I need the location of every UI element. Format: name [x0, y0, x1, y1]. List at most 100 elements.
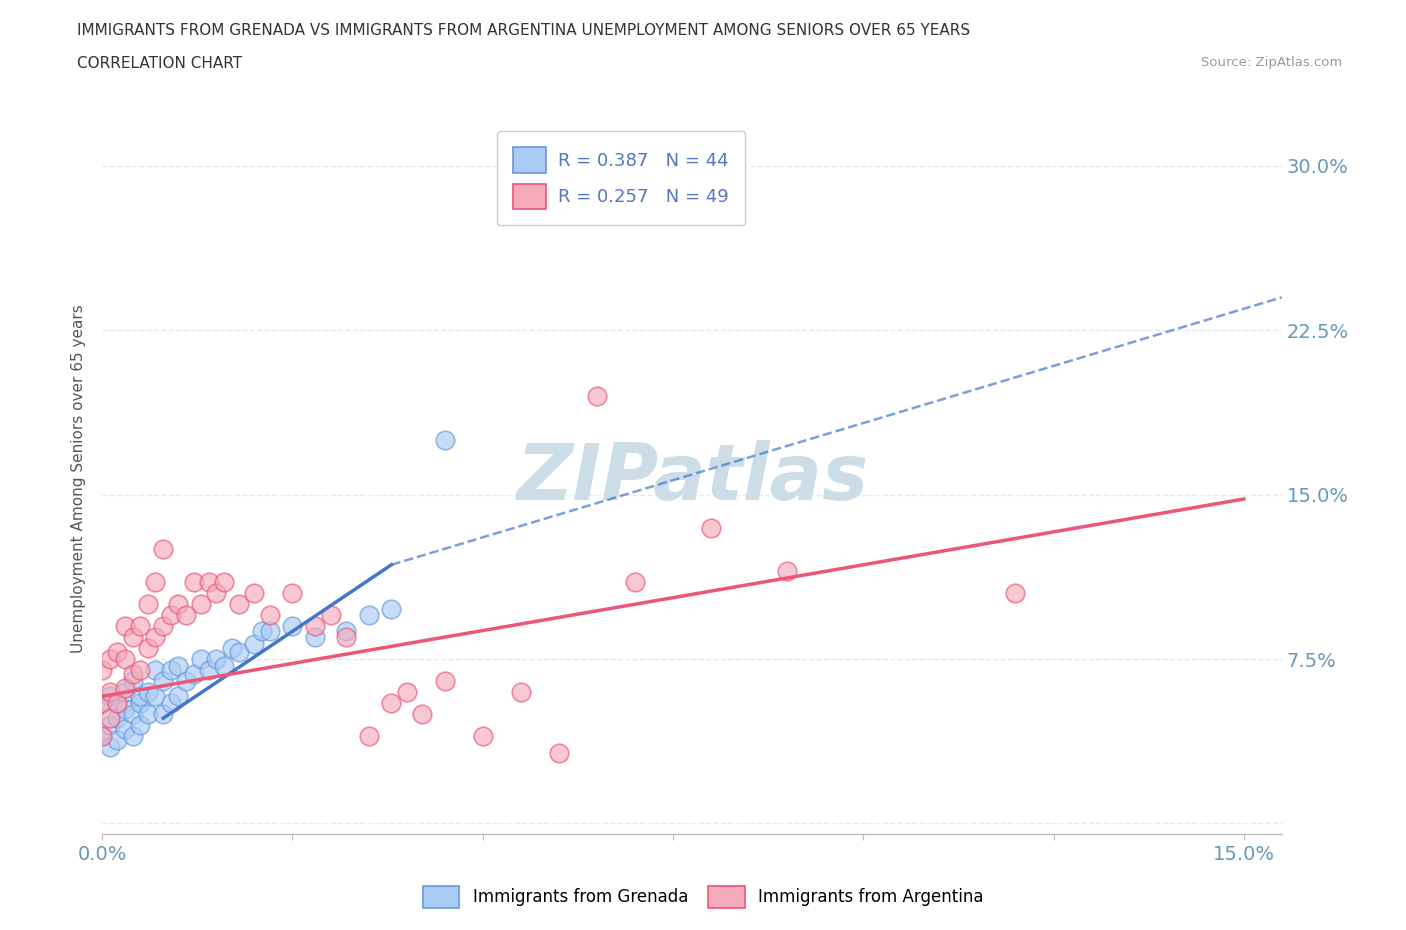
Point — [145, 630, 167, 644]
Text: Source: ZipAtlas.com: Source: ZipAtlas.com — [1202, 56, 1343, 69]
Point — [433, 673, 456, 688]
Point — [197, 575, 219, 590]
Point — [471, 728, 494, 743]
Point — [98, 689, 121, 704]
Point — [304, 630, 326, 644]
Point — [121, 667, 143, 682]
Point — [136, 597, 159, 612]
Point — [107, 733, 129, 748]
Point — [281, 618, 304, 633]
Point — [98, 739, 121, 754]
Point — [183, 667, 205, 682]
Point — [107, 711, 129, 725]
Point — [91, 728, 114, 743]
Point — [98, 684, 121, 699]
Point — [91, 696, 114, 711]
Point — [205, 586, 228, 601]
Point — [98, 652, 121, 667]
Point — [107, 645, 129, 660]
Point — [121, 728, 143, 743]
Point — [129, 689, 152, 704]
Point — [136, 641, 159, 656]
Point — [145, 575, 167, 590]
Point — [190, 597, 212, 612]
Point — [114, 680, 136, 695]
Point — [250, 623, 273, 638]
Point — [167, 658, 190, 673]
Point — [152, 542, 174, 557]
Point — [114, 652, 136, 667]
Point — [335, 623, 357, 638]
Point — [357, 608, 380, 623]
Text: ZIPatlas: ZIPatlas — [516, 440, 868, 516]
Point — [91, 696, 114, 711]
Text: CORRELATION CHART: CORRELATION CHART — [77, 56, 242, 71]
Point — [395, 684, 418, 699]
Point — [129, 618, 152, 633]
Point — [197, 662, 219, 677]
Point — [509, 684, 531, 699]
Point — [547, 746, 569, 761]
Point — [145, 689, 167, 704]
Point — [114, 618, 136, 633]
Point — [129, 696, 152, 711]
Point — [107, 696, 129, 711]
Y-axis label: Unemployment Among Seniors over 65 years: Unemployment Among Seniors over 65 years — [72, 304, 86, 653]
Point — [212, 575, 235, 590]
Point — [114, 702, 136, 717]
Point — [152, 707, 174, 722]
Point — [243, 586, 266, 601]
Point — [121, 673, 143, 688]
Point — [114, 684, 136, 699]
Point — [212, 658, 235, 673]
Point — [159, 662, 181, 677]
Point — [335, 630, 357, 644]
Point — [221, 641, 243, 656]
Point — [91, 728, 114, 743]
Point — [159, 608, 181, 623]
Point — [136, 707, 159, 722]
Point — [129, 662, 152, 677]
Point — [190, 652, 212, 667]
Point — [91, 662, 114, 677]
Point — [776, 564, 799, 578]
Point — [129, 717, 152, 732]
Text: IMMIGRANTS FROM GRENADA VS IMMIGRANTS FROM ARGENTINA UNEMPLOYMENT AMONG SENIORS : IMMIGRANTS FROM GRENADA VS IMMIGRANTS FR… — [77, 23, 970, 38]
Point — [624, 575, 647, 590]
Point — [259, 608, 281, 623]
Point — [586, 389, 609, 404]
Point — [281, 586, 304, 601]
Legend: Immigrants from Grenada, Immigrants from Argentina: Immigrants from Grenada, Immigrants from… — [416, 880, 990, 914]
Point — [114, 722, 136, 737]
Point — [98, 717, 121, 732]
Point — [121, 630, 143, 644]
Point — [700, 520, 723, 535]
Legend: R = 0.387   N = 44, R = 0.257   N = 49: R = 0.387 N = 44, R = 0.257 N = 49 — [498, 131, 745, 225]
Point — [357, 728, 380, 743]
Point — [152, 618, 174, 633]
Point — [1004, 586, 1026, 601]
Point — [174, 673, 197, 688]
Point — [433, 432, 456, 447]
Point — [107, 696, 129, 711]
Point — [228, 597, 250, 612]
Point — [183, 575, 205, 590]
Point — [319, 608, 342, 623]
Point — [380, 601, 402, 616]
Point — [259, 623, 281, 638]
Point — [98, 711, 121, 725]
Point — [228, 645, 250, 660]
Point — [121, 707, 143, 722]
Point — [145, 662, 167, 677]
Point — [243, 636, 266, 651]
Point — [411, 707, 433, 722]
Point — [136, 684, 159, 699]
Point — [205, 652, 228, 667]
Point — [174, 608, 197, 623]
Point — [380, 696, 402, 711]
Point — [152, 673, 174, 688]
Point — [167, 689, 190, 704]
Point — [159, 696, 181, 711]
Point — [167, 597, 190, 612]
Point — [304, 618, 326, 633]
